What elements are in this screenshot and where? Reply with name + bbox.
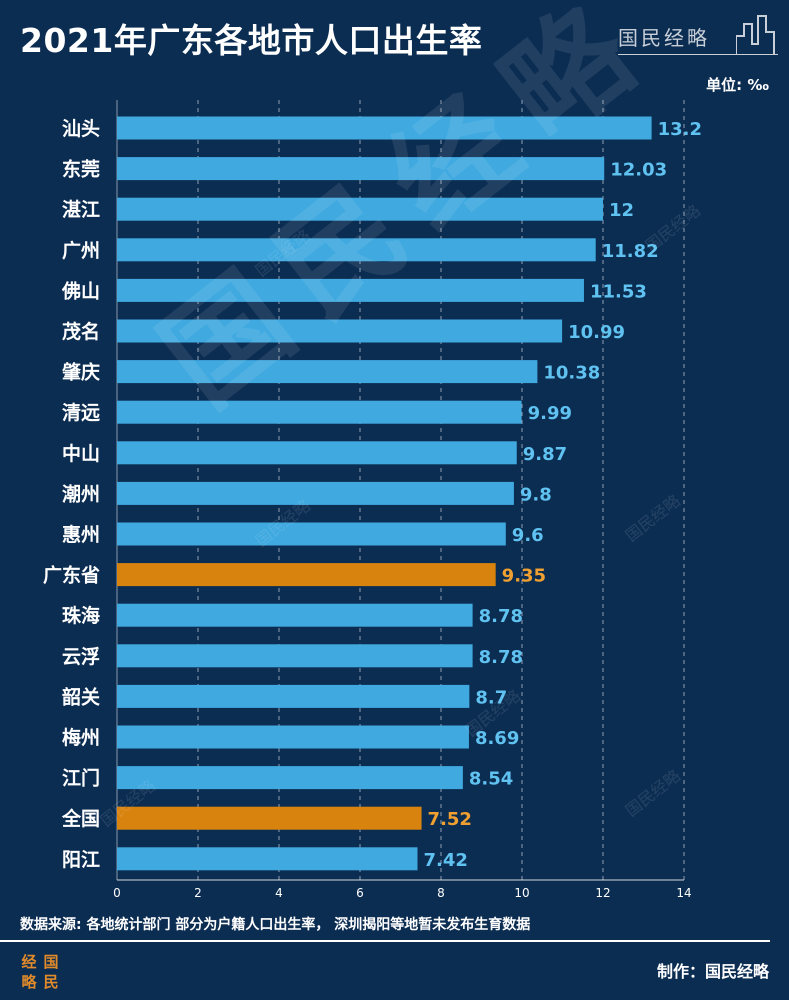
value-label: 8.78	[479, 647, 523, 668]
category-label: 潮州	[62, 483, 100, 505]
value-label: 11.53	[590, 281, 647, 302]
logo-char: 略	[21, 973, 37, 991]
bar	[117, 278, 584, 302]
bar	[117, 644, 473, 668]
logo-char: 国	[43, 953, 59, 971]
category-label: 肇庆	[62, 361, 100, 384]
category-label: 韶关	[62, 685, 100, 708]
value-label: 12	[609, 200, 634, 221]
x-tick-label: 6	[356, 886, 364, 900]
bar	[117, 238, 596, 262]
logo-char: 民	[43, 973, 59, 991]
category-label: 全国	[61, 807, 100, 830]
logo-char: 经	[21, 953, 37, 971]
x-tick-label: 12	[595, 886, 610, 900]
bar	[117, 563, 496, 587]
category-label: 清远	[62, 401, 100, 424]
bar	[117, 725, 469, 749]
value-label: 8.54	[469, 769, 513, 790]
bar	[117, 319, 563, 343]
chart-title: 2021年广东各地市人口出生率	[20, 21, 483, 60]
category-label: 云浮	[62, 645, 100, 668]
value-label: 12.03	[610, 160, 667, 181]
value-label: 10.38	[543, 363, 600, 384]
category-label: 惠州	[62, 524, 100, 546]
bar	[117, 441, 517, 465]
footer-divider	[0, 940, 770, 942]
category-label: 中山	[62, 442, 100, 465]
category-label: 佛山	[61, 279, 100, 302]
value-label: 10.99	[568, 322, 625, 343]
x-tick-label: 4	[275, 886, 283, 900]
value-label: 9.35	[502, 566, 546, 587]
bar	[117, 806, 422, 830]
data-source-note: 数据来源: 各地统计部门 部分为户籍人口出生率， 深圳揭阳等地暂未发布生育数据	[20, 917, 531, 933]
bar	[117, 847, 418, 871]
corner-logo: 经 国 略 民	[18, 952, 62, 992]
bar	[117, 684, 470, 708]
made-by-credit: 制作：国民经略	[656, 962, 769, 981]
x-tick-label: 14	[676, 886, 691, 900]
category-label: 东莞	[62, 158, 100, 181]
category-label: 广东省	[43, 564, 100, 587]
value-label: 9.6	[512, 525, 544, 546]
value-label: 9.8	[520, 484, 552, 505]
value-label: 13.2	[658, 119, 702, 140]
category-label: 湛江	[62, 198, 100, 221]
value-label: 11.82	[602, 241, 659, 262]
bar	[117, 197, 603, 221]
value-label: 8.78	[479, 606, 523, 627]
x-tick-label: 2	[194, 886, 202, 900]
x-tick-label: 0	[113, 886, 121, 900]
buildings-icon	[736, 15, 775, 54]
value-label: 8.7	[475, 687, 507, 708]
value-label: 9.87	[523, 444, 567, 465]
bar	[117, 157, 605, 181]
category-label: 茂名	[62, 320, 100, 343]
x-tick-label: 10	[514, 886, 529, 900]
value-label: 8.69	[475, 728, 519, 749]
category-label: 江门	[62, 767, 100, 790]
bar	[117, 766, 463, 790]
category-label: 梅州	[62, 726, 100, 749]
brand-logo: 国民经略	[618, 14, 778, 58]
bar	[117, 481, 514, 505]
value-label: 7.42	[424, 850, 468, 871]
bar	[117, 360, 538, 384]
bar	[117, 603, 473, 627]
category-label: 珠海	[62, 604, 100, 627]
bar-chart: 0 2 4 6 8 10 12 14 汕头 13.2 东莞 12.03 湛江 12 广州 11.82 佛山 11.…	[43, 100, 702, 900]
bar	[117, 400, 522, 424]
value-label: 7.52	[428, 809, 472, 830]
category-label: 汕头	[62, 118, 100, 140]
bar	[117, 522, 506, 546]
x-tick-label: 8	[437, 886, 445, 900]
category-label: 广州	[62, 239, 100, 262]
brand-name: 国民经略	[618, 26, 710, 50]
bar	[117, 116, 652, 140]
brand-underline	[618, 54, 778, 55]
unit-label: 单位: ‰	[706, 76, 769, 94]
category-label: 阳江	[62, 849, 100, 871]
value-label: 9.99	[528, 403, 572, 424]
